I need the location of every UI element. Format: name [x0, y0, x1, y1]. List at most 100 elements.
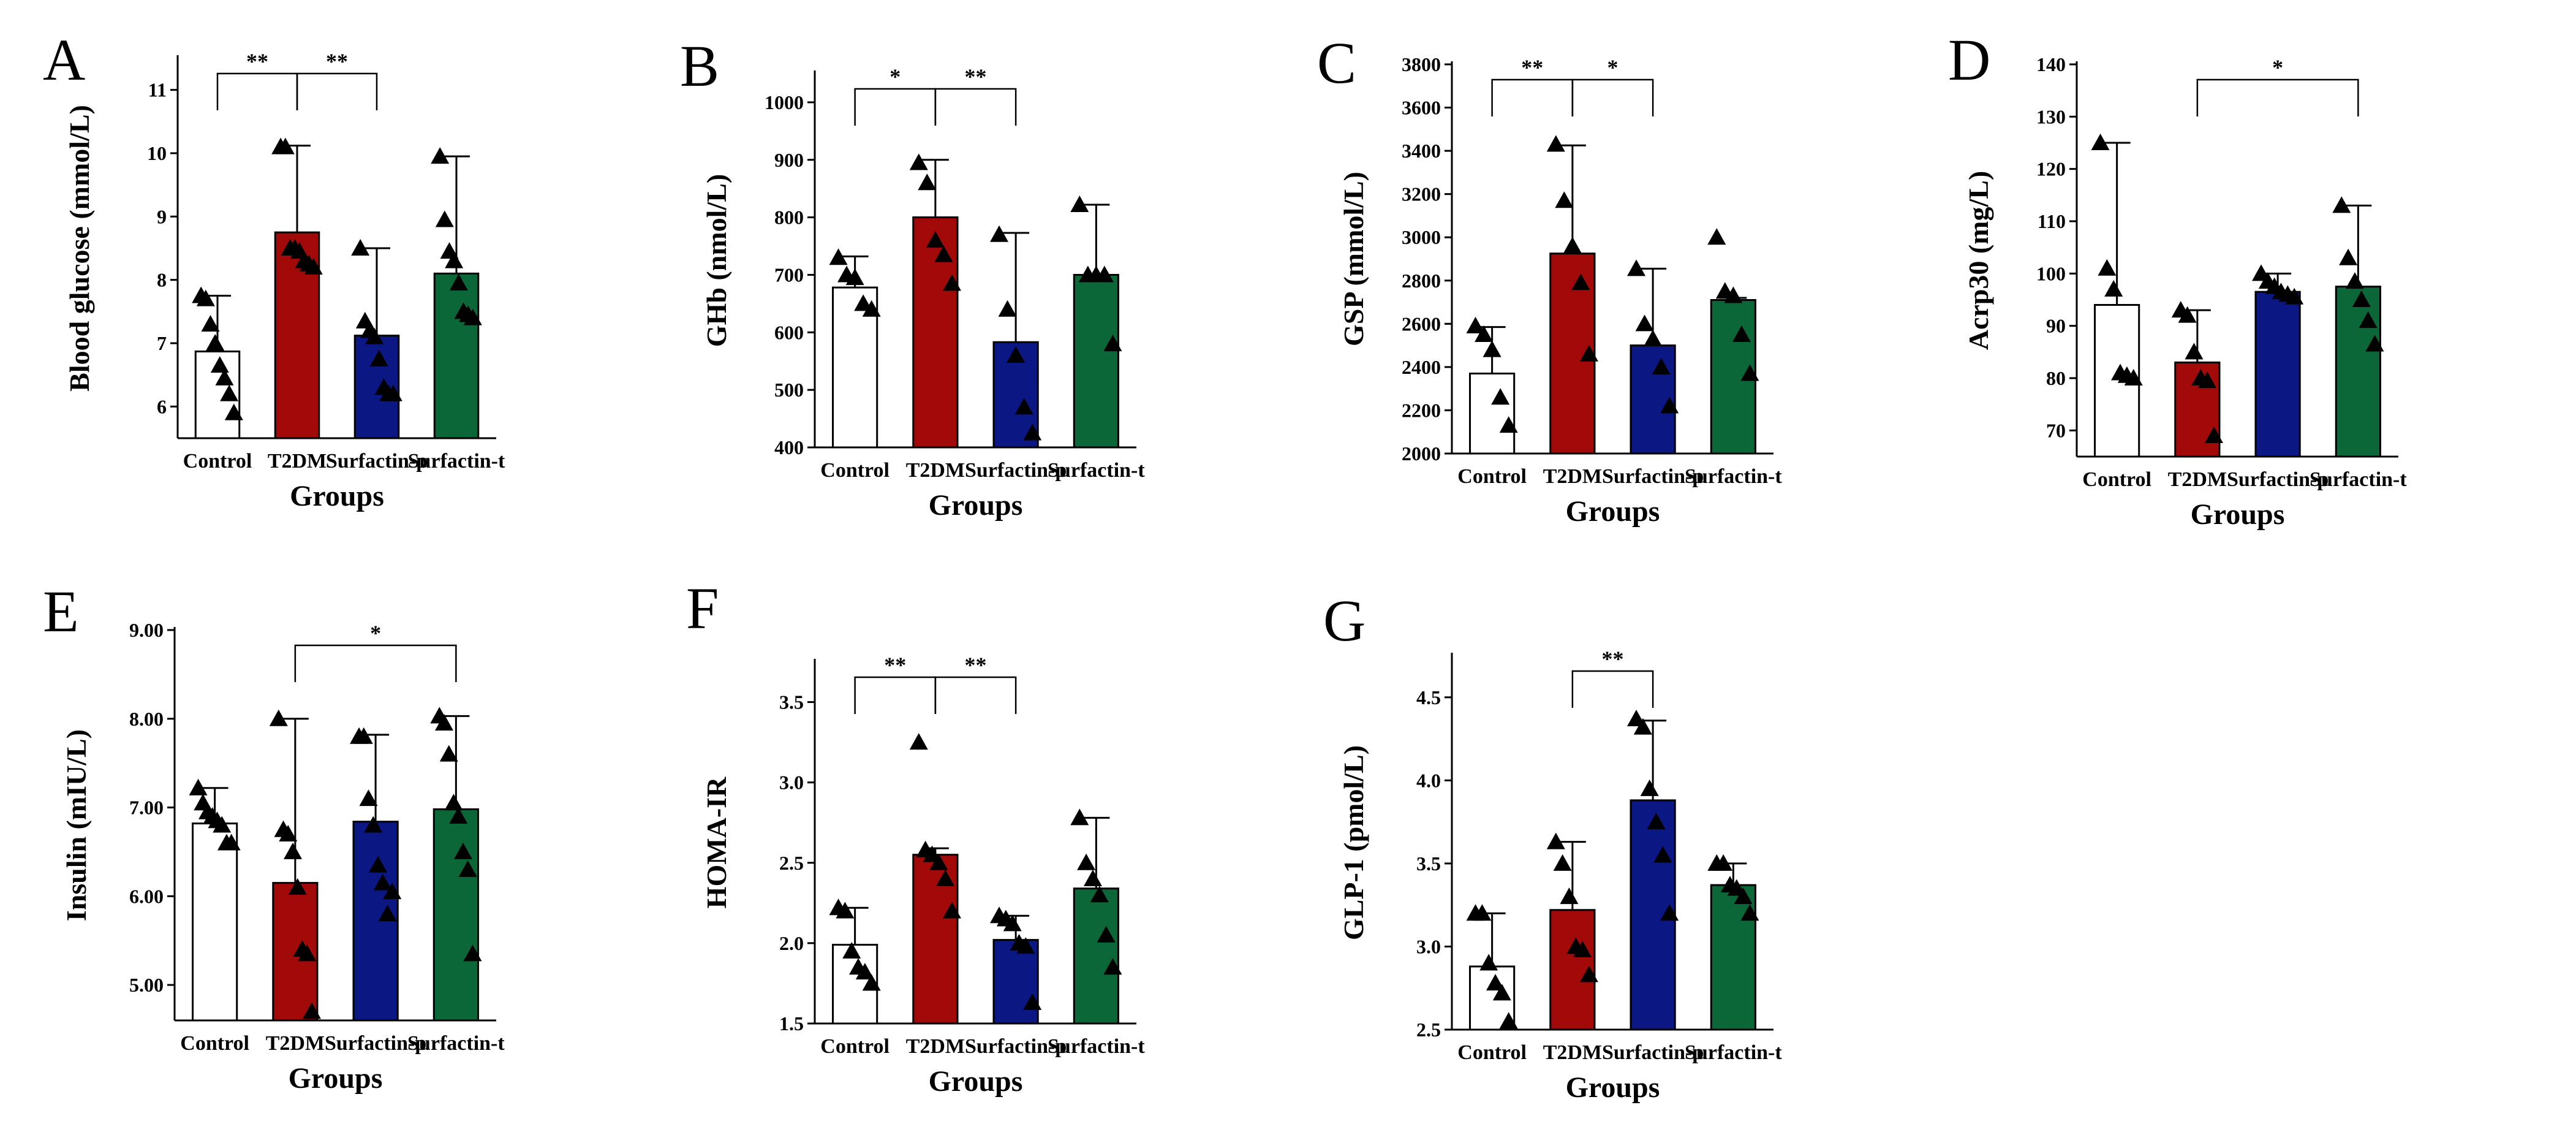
data-point — [1007, 346, 1025, 363]
data-point — [2091, 134, 2110, 150]
bar-surfactin-p — [353, 335, 400, 439]
data-point — [1640, 779, 1659, 796]
data-point — [1077, 853, 1096, 870]
data-point — [2339, 248, 2358, 265]
data-point — [1579, 965, 1598, 982]
data-point — [1563, 237, 1582, 254]
x-axis-title: Groups — [1566, 1071, 1660, 1104]
y-tick-label: 110 — [2038, 210, 2066, 232]
data-point — [210, 356, 229, 373]
data-point — [1003, 914, 1022, 932]
data-point — [2359, 311, 2378, 328]
x-tick-label: T2DM — [266, 1032, 325, 1055]
data-point — [2345, 272, 2364, 289]
y-axis-title: GSP (mmol/L) — [1338, 172, 1369, 346]
data-point — [2098, 259, 2117, 276]
y-tick-label: 8 — [157, 269, 167, 291]
data-point — [1724, 286, 1743, 303]
significance-label: ** — [326, 49, 348, 74]
x-axis-title: Groups — [290, 480, 384, 512]
y-tick-label: 5.00 — [129, 974, 164, 996]
data-point — [855, 963, 874, 980]
significance-bracket — [934, 676, 1017, 714]
data-point — [1095, 265, 1114, 283]
data-point — [2185, 343, 2204, 360]
data-point — [1546, 832, 1565, 849]
chart-A: 6 7 8 9 10 11 Control T2DMSurfactin-pSurfactin-… — [64, 49, 505, 512]
data-point — [909, 733, 928, 750]
x-tick-label: Surfactin-p — [326, 450, 428, 473]
y-tick-label: 3.5 — [1416, 852, 1441, 875]
y-axis-title: GLP-1 (pmol/L) — [1338, 745, 1369, 940]
y-tick-label: 2.0 — [779, 932, 804, 954]
data-point — [1083, 870, 1102, 886]
significance-label: ** — [246, 49, 268, 74]
data-point — [909, 153, 928, 170]
data-point — [929, 853, 948, 870]
x-axis-title: Groups — [2191, 498, 2285, 531]
data-point — [1023, 423, 1042, 441]
data-point — [351, 239, 370, 256]
data-point — [298, 944, 317, 962]
x-tick-label: T2DM — [2168, 468, 2227, 491]
data-point — [189, 778, 208, 796]
significance-label: ** — [1602, 647, 1624, 671]
data-point — [222, 834, 241, 851]
data-point — [383, 384, 402, 401]
data-point — [942, 274, 961, 291]
significance-label: ** — [1521, 55, 1543, 80]
y-tick-label: 3.0 — [779, 772, 804, 794]
data-point — [1644, 330, 1663, 347]
data-point — [435, 714, 454, 731]
y-tick-label: 3400 — [1402, 140, 1441, 162]
x-tick-label: Control — [183, 450, 252, 473]
data-point — [934, 245, 953, 262]
y-tick-label: 9.00 — [129, 619, 164, 641]
data-point — [364, 816, 383, 833]
data-point — [302, 1002, 321, 1019]
data-point — [1633, 718, 1652, 735]
data-point — [2178, 306, 2197, 323]
x-axis-title: Groups — [929, 1065, 1023, 1098]
data-point — [439, 745, 458, 762]
y-tick-label: 100 — [2036, 262, 2066, 284]
x-tick-label: Control — [820, 1035, 890, 1058]
significance-label: ** — [965, 653, 987, 677]
data-point — [942, 902, 961, 919]
x-tick-label: Surfactin-t — [1048, 459, 1145, 482]
bar-surfactin-t — [432, 808, 479, 1022]
data-point — [1499, 416, 1518, 433]
y-tick-label: 1.5 — [779, 1012, 804, 1035]
data-point — [1023, 993, 1042, 1010]
data-point — [1014, 398, 1033, 415]
x-tick-label: Surfactin-t — [1685, 465, 1782, 488]
x-tick-label: T2DM — [906, 459, 965, 482]
data-point — [1466, 316, 1485, 333]
panel-C: C — [1317, 30, 1356, 96]
y-tick-label: 2.5 — [779, 852, 804, 874]
significance-bracket — [296, 72, 378, 110]
bar-surfactin-t — [1073, 273, 1119, 449]
panel-D-letter: D — [1948, 27, 1990, 93]
y-tick-label: 6 — [157, 395, 167, 417]
x-tick-label: Control — [1457, 465, 1527, 488]
y-tick-label: 4.5 — [1416, 686, 1441, 708]
y-tick-label: 2600 — [1402, 313, 1441, 335]
data-point — [1097, 925, 1116, 943]
data-point — [1473, 904, 1492, 921]
data-point — [431, 147, 450, 164]
x-tick-label: Surfactin-t — [1048, 1035, 1145, 1058]
y-axis-title: Blood glucose (mmol/L) — [64, 105, 95, 392]
data-point — [836, 902, 855, 919]
data-point — [1573, 940, 1592, 957]
data-point — [1103, 958, 1122, 975]
data-point — [206, 334, 225, 351]
x-tick-label: T2DM — [268, 450, 327, 473]
data-point — [1486, 974, 1505, 991]
y-tick-label: 3.0 — [1416, 935, 1441, 957]
data-point — [1660, 397, 1679, 414]
